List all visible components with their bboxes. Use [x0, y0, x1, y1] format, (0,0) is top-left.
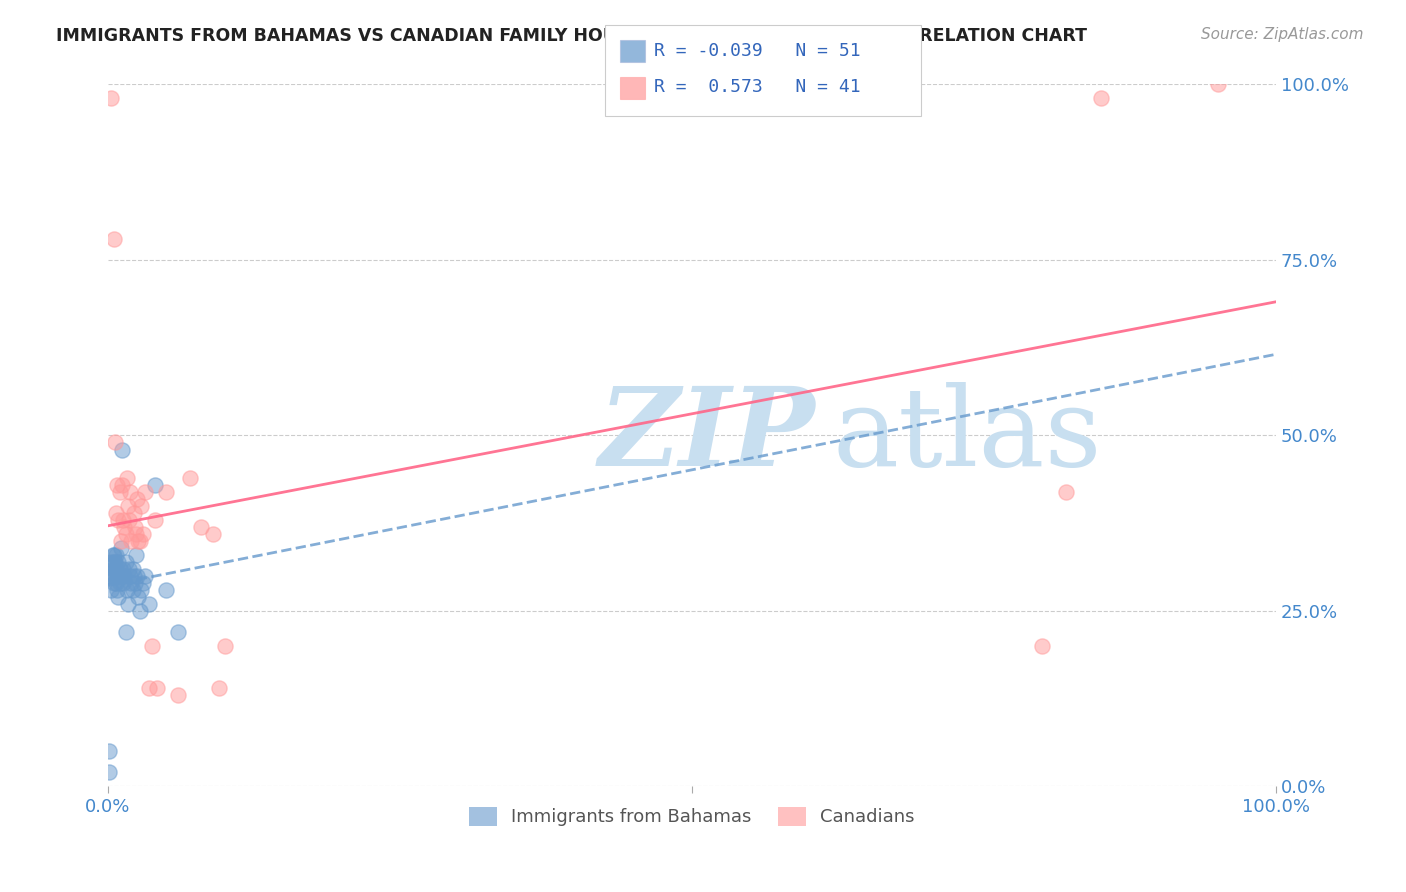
Point [103, 575, 125, 590]
Point [138, 681, 160, 696]
Point [105, 575, 128, 590]
Point [114, 526, 136, 541]
Point [1206, 78, 1229, 92]
Point [104, 435, 127, 450]
Point [208, 681, 231, 696]
Point [112, 519, 135, 533]
Point [108, 484, 131, 499]
Point [107, 590, 129, 604]
Point [1054, 484, 1077, 499]
Point [105, 506, 128, 520]
Point [155, 582, 177, 597]
Point [122, 569, 145, 583]
Point [101, 569, 124, 583]
Point [124, 519, 146, 533]
Point [101, 548, 124, 562]
Point [179, 470, 201, 484]
Point [112, 562, 135, 576]
Text: Source: ZipAtlas.com: Source: ZipAtlas.com [1201, 27, 1364, 42]
Point [115, 582, 138, 597]
Point [121, 582, 143, 597]
Point [104, 555, 127, 569]
Point [98, 744, 121, 758]
Point [105, 582, 128, 597]
Point [124, 575, 146, 590]
Text: atlas: atlas [832, 382, 1102, 489]
Point [146, 681, 169, 696]
Text: R =  0.573   N = 41: R = 0.573 N = 41 [654, 78, 860, 96]
Text: IMMIGRANTS FROM BAHAMAS VS CANADIAN FAMILY HOUSEHOLDS WITH CHILDREN CORRELATION : IMMIGRANTS FROM BAHAMAS VS CANADIAN FAMI… [56, 27, 1087, 45]
Point [105, 569, 128, 583]
Legend: Immigrants from Bahamas, Canadians: Immigrants from Bahamas, Canadians [463, 800, 922, 834]
Point [110, 569, 132, 583]
Point [104, 562, 127, 576]
Point [110, 533, 132, 548]
Text: ZIP: ZIP [599, 382, 815, 489]
Point [141, 639, 163, 653]
Point [112, 513, 135, 527]
Point [167, 688, 190, 702]
Point [143, 513, 166, 527]
Point [112, 575, 135, 590]
Point [115, 470, 138, 484]
Point [128, 604, 150, 618]
Point [138, 597, 160, 611]
Point [114, 625, 136, 640]
Point [120, 569, 142, 583]
Point [111, 477, 134, 491]
Point [98, 569, 121, 583]
Point [134, 484, 156, 499]
Point [105, 477, 128, 491]
Point [107, 555, 129, 569]
Point [105, 562, 128, 576]
Point [105, 548, 128, 562]
Point [100, 582, 122, 597]
Point [132, 526, 155, 541]
Point [103, 548, 125, 562]
Point [117, 499, 139, 513]
Point [120, 575, 142, 590]
Point [104, 569, 127, 583]
Point [167, 625, 190, 640]
Point [101, 562, 124, 576]
Point [108, 575, 131, 590]
Point [127, 533, 149, 548]
Point [103, 555, 125, 569]
Point [120, 484, 142, 499]
Point [110, 541, 132, 555]
Point [214, 639, 236, 653]
Point [125, 548, 148, 562]
Point [132, 575, 155, 590]
Point [1090, 91, 1112, 105]
Point [127, 590, 149, 604]
Text: R = -0.039   N = 51: R = -0.039 N = 51 [654, 42, 860, 60]
Point [1031, 639, 1053, 653]
Point [98, 765, 121, 780]
Point [107, 513, 129, 527]
Point [155, 484, 177, 499]
Point [111, 442, 134, 457]
Point [117, 597, 139, 611]
Point [118, 562, 141, 576]
Point [121, 562, 143, 576]
Point [202, 526, 225, 541]
Point [190, 519, 212, 533]
Point [122, 506, 145, 520]
Point [128, 533, 150, 548]
Point [103, 232, 125, 246]
Point [100, 555, 122, 569]
Point [127, 569, 149, 583]
Point [134, 569, 156, 583]
Point [125, 526, 148, 541]
Point [100, 91, 122, 105]
Point [108, 562, 131, 576]
Point [120, 533, 142, 548]
Point [118, 513, 141, 527]
Point [129, 499, 152, 513]
Point [143, 477, 166, 491]
Point [127, 491, 149, 506]
Point [112, 569, 135, 583]
Point [129, 582, 152, 597]
Point [114, 555, 136, 569]
